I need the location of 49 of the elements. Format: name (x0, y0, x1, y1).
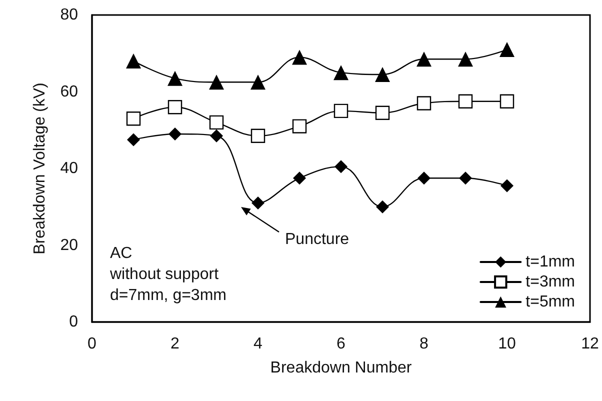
point (126, 112, 141, 126)
point (209, 74, 224, 90)
point (416, 96, 432, 110)
point (416, 52, 432, 67)
point (292, 50, 307, 65)
y-axis-title: Breakdown Voltage (kV) (32, 82, 48, 254)
x-axis-title: Breakdown Number (270, 360, 412, 376)
legend-label: t=3mm (526, 274, 575, 290)
point (292, 119, 307, 134)
point (168, 100, 182, 114)
point (418, 172, 430, 185)
point (168, 70, 182, 86)
point (459, 172, 472, 185)
point (250, 74, 266, 90)
y-tick-label: 20 (60, 236, 78, 254)
point (458, 52, 473, 67)
x-tick-label: 12 (581, 336, 599, 352)
point (209, 115, 224, 130)
point (334, 160, 348, 174)
annotation: Puncture (285, 231, 350, 248)
point (250, 128, 266, 143)
x-tick-label: 8 (420, 336, 429, 352)
y-tick-label: 80 (60, 6, 78, 24)
point (126, 54, 141, 69)
point (375, 106, 390, 120)
point (500, 94, 514, 108)
x-tick-label: 4 (254, 336, 263, 352)
point (458, 94, 473, 108)
y-tick-label: 60 (60, 83, 78, 100)
point (500, 42, 514, 58)
x-tick-label: 6 (336, 336, 346, 352)
point (127, 133, 140, 146)
legend-label: t=5mm (526, 294, 575, 310)
point (293, 172, 306, 185)
point (252, 196, 264, 210)
y-tick-label: 0 (69, 314, 78, 330)
x-tick-label: 10 (498, 336, 516, 352)
annotation: AC without support d=7mm, g=3mm (109, 245, 226, 304)
point (500, 179, 514, 192)
point (210, 129, 223, 142)
x-tick-label: 0 (88, 336, 97, 352)
point (334, 104, 348, 118)
x-tick-label: 2 (170, 336, 180, 352)
legend-label: t=1mm (526, 254, 575, 270)
point (334, 65, 348, 80)
y-tick-label: 40 (60, 160, 78, 177)
point (168, 127, 182, 140)
point (376, 200, 389, 214)
point (375, 66, 390, 82)
